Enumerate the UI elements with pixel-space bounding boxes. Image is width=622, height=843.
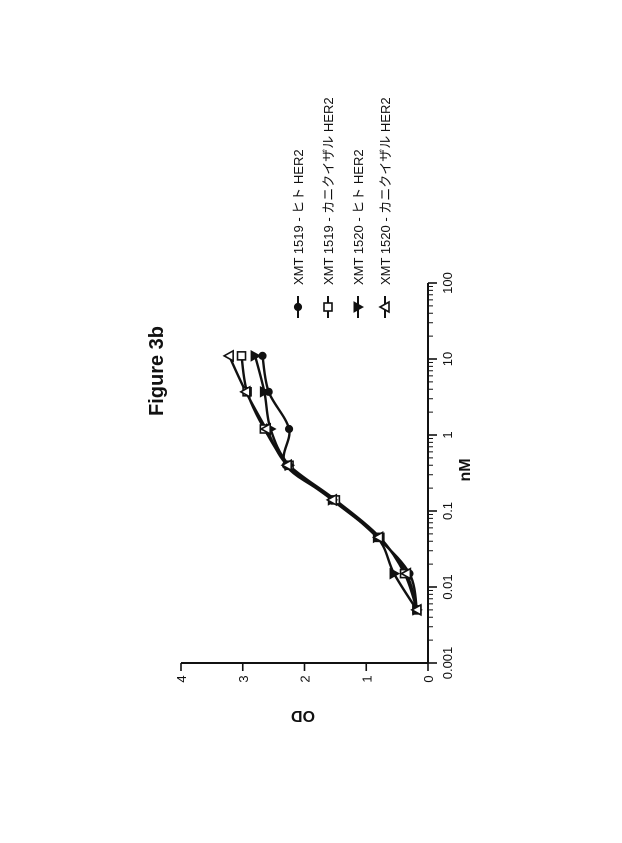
y-tick-label: 1 <box>359 675 374 682</box>
y-tick-label: 0 <box>421 675 436 682</box>
chart-title: Figure 3b <box>146 326 168 416</box>
x-tick-label: 10 <box>440 352 455 366</box>
axes: 0 1 2 3 4 0.001 0.01 0.1 1 10 100 <box>174 272 455 682</box>
data-point-series-4 <box>224 351 233 361</box>
legend-label-4: XMT 1520 - カニクイザル HER2 <box>378 97 393 285</box>
x-tick-label: 0.001 <box>440 647 455 680</box>
y-tick-label: 4 <box>174 675 189 682</box>
data-point-series-3 <box>390 569 399 579</box>
fit-curve-4 <box>229 356 417 610</box>
y-axis-label: OD <box>291 707 315 724</box>
fit-curves <box>229 356 417 610</box>
x-tick-label: 1 <box>440 431 455 438</box>
legend: XMT 1519 - ヒト HER2 XMT 1519 - カニクイザル HER2… <box>291 97 393 318</box>
x-tick-label: 0.01 <box>440 574 455 599</box>
x-tick-label: 100 <box>440 272 455 294</box>
x-tick-label: 0.1 <box>440 502 455 520</box>
legend-marker-1 <box>294 303 301 310</box>
data-point-series-1 <box>285 425 292 432</box>
data-markers <box>224 351 422 615</box>
y-tick-label: 3 <box>236 675 251 682</box>
legend-label-3: XMT 1520 - ヒト HER2 <box>351 149 366 285</box>
y-tick-label: 2 <box>298 675 313 682</box>
legend-marker-2 <box>324 303 332 311</box>
x-axis-label: nM <box>457 458 474 481</box>
legend-label-1: XMT 1519 - ヒト HER2 <box>291 149 306 285</box>
data-point-series-2 <box>238 352 246 360</box>
legend-label-2: XMT 1519 - カニクイザル HER2 <box>321 97 336 285</box>
